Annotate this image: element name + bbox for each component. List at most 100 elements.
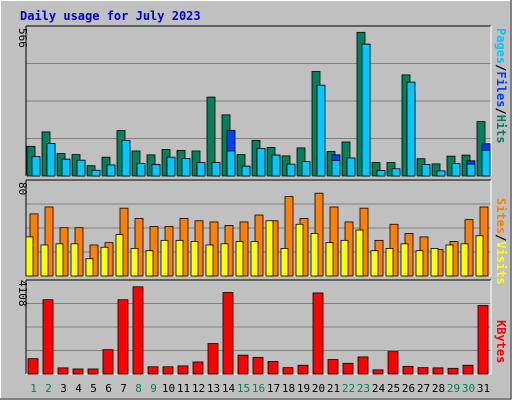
top-max-label: 566 — [16, 28, 29, 48]
legend-middle: Sites/Visits — [494, 198, 508, 285]
legend-visits: Visits — [494, 241, 508, 284]
bar-visits-day-24 — [370, 250, 379, 277]
bar-kbytes-day-15 — [237, 354, 249, 375]
bar-pages-day-19 — [301, 161, 311, 177]
bar-visits-day-12 — [190, 241, 199, 277]
bar-kbytes-day-5 — [87, 368, 99, 375]
bar-kbytes-day-1 — [27, 358, 39, 375]
bar-kbytes-day-12 — [192, 361, 204, 375]
bar-visits-day-15 — [235, 241, 244, 277]
bar-kbytes-day-14 — [222, 292, 234, 375]
bar-kbytes-day-10 — [162, 366, 174, 375]
legend-hits: Hits — [494, 115, 508, 144]
x-tick-label-day-3: 3 — [60, 382, 67, 395]
x-tick-label-day-4: 4 — [75, 382, 82, 395]
bar-visits-day-11 — [175, 239, 184, 277]
bar-visits-day-20 — [310, 233, 319, 277]
bar-pages-day-27 — [421, 163, 431, 177]
bar-pages-day-30 — [466, 163, 476, 177]
bar-visits-day-7 — [115, 234, 124, 277]
bar-visits-day-14 — [220, 243, 229, 277]
bar-kbytes-day-26 — [402, 365, 414, 375]
bar-visits-day-17 — [265, 220, 274, 277]
legend-sep-3: / — [494, 234, 508, 241]
bar-visits-day-9 — [145, 250, 154, 277]
bar-visits-day-16 — [250, 241, 259, 277]
bar-visits-day-26 — [400, 243, 409, 277]
x-tick-label-day-30: 30 — [462, 382, 475, 395]
bar-sites-day-8 — [134, 218, 144, 277]
bar-visits-day-2 — [40, 244, 49, 277]
bar-kbytes-day-17 — [267, 361, 279, 375]
x-tick-label-day-23: 23 — [357, 382, 370, 395]
x-tick-label-day-2: 2 — [45, 382, 52, 395]
x-tick-label-day-26: 26 — [402, 382, 415, 395]
bar-pages-day-4 — [76, 159, 86, 177]
bar-hits-day-15 — [236, 154, 246, 177]
x-tick-label-day-8: 8 — [135, 382, 142, 395]
bar-visits-day-3 — [55, 243, 64, 277]
bar-kbytes-day-3 — [57, 367, 69, 375]
bar-pages-day-21 — [331, 160, 341, 177]
bar-pages-day-6 — [106, 164, 116, 177]
bar-pages-day-13 — [211, 162, 221, 177]
bar-pages-day-23 — [361, 43, 371, 177]
bar-pages-day-18 — [286, 163, 296, 177]
x-tick-label-day-20: 20 — [312, 382, 325, 395]
x-tick-label-day-5: 5 — [90, 382, 97, 395]
bar-pages-day-10 — [166, 156, 176, 177]
legend-sep-1: / — [494, 64, 508, 71]
x-tick-label-day-16: 16 — [252, 382, 265, 395]
legend-pages: Pages — [494, 28, 508, 64]
bar-kbytes-day-23 — [357, 356, 369, 375]
bar-pages-day-1 — [31, 156, 41, 177]
bar-visits-day-5 — [85, 258, 94, 277]
bar-pages-day-22 — [346, 157, 356, 177]
x-tick-label-day-7: 7 — [120, 382, 127, 395]
x-tick-label-day-13: 13 — [207, 382, 220, 395]
x-tick-label-day-17: 17 — [267, 382, 280, 395]
x-tick-label-day-25: 25 — [387, 382, 400, 395]
bar-visits-day-6 — [100, 246, 109, 277]
bar-kbytes-day-30 — [462, 364, 474, 375]
bar-hits-day-13 — [206, 96, 216, 177]
x-tick-label-day-29: 29 — [447, 382, 460, 395]
bar-kbytes-day-22 — [342, 362, 354, 375]
x-tick-label-day-19: 19 — [297, 382, 310, 395]
bar-sites-day-2 — [44, 206, 54, 277]
bar-visits-day-25 — [385, 247, 394, 277]
bar-pages-day-20 — [316, 84, 326, 177]
bar-pages-day-7 — [121, 140, 131, 177]
bar-kbytes-day-20 — [312, 292, 324, 375]
bar-pages-day-12 — [196, 162, 206, 177]
x-axis-labels: 1 2 3 4 5 6 7 8 9 10 11 12 13 14 15 16 17 18 19 20 21 22 23 24 2… — [30, 382, 490, 395]
chart-title: Daily usage for July 2023 — [20, 9, 201, 23]
bar-kbytes-day-31 — [477, 305, 489, 375]
bar-pages-day-9 — [151, 164, 161, 177]
bar-visits-day-31 — [475, 235, 484, 277]
bar-kbytes-day-24 — [372, 369, 384, 375]
bar-visits-day-10 — [160, 239, 169, 277]
bar-pages-day-15 — [241, 165, 251, 177]
x-tick-label-day-14: 14 — [222, 382, 236, 395]
legend-sep-2: / — [494, 107, 508, 114]
x-tick-label-day-12: 12 — [192, 382, 205, 395]
x-tick-label-day-24: 24 — [372, 382, 386, 395]
x-tick-label-day-10: 10 — [162, 382, 175, 395]
bar-visits-day-19 — [295, 223, 304, 277]
bar-pages-day-26 — [406, 81, 416, 177]
bar-hits-day-28 — [431, 163, 441, 177]
legend-bottom: KBytes — [494, 320, 508, 363]
x-tick-label-day-31: 31 — [477, 382, 490, 395]
x-tick-label-day-28: 28 — [432, 382, 445, 395]
bar-pages-day-16 — [256, 147, 266, 177]
bar-kbytes-day-18 — [282, 367, 294, 375]
bar-pages-day-11 — [181, 158, 191, 177]
bar-kbytes-day-21 — [327, 359, 339, 375]
panels — [25, 25, 492, 375]
bar-pages-day-17 — [271, 154, 281, 177]
bar-kbytes-day-2 — [42, 299, 54, 375]
bar-visits-day-27 — [415, 250, 424, 277]
x-tick-label-day-27: 27 — [417, 382, 430, 395]
